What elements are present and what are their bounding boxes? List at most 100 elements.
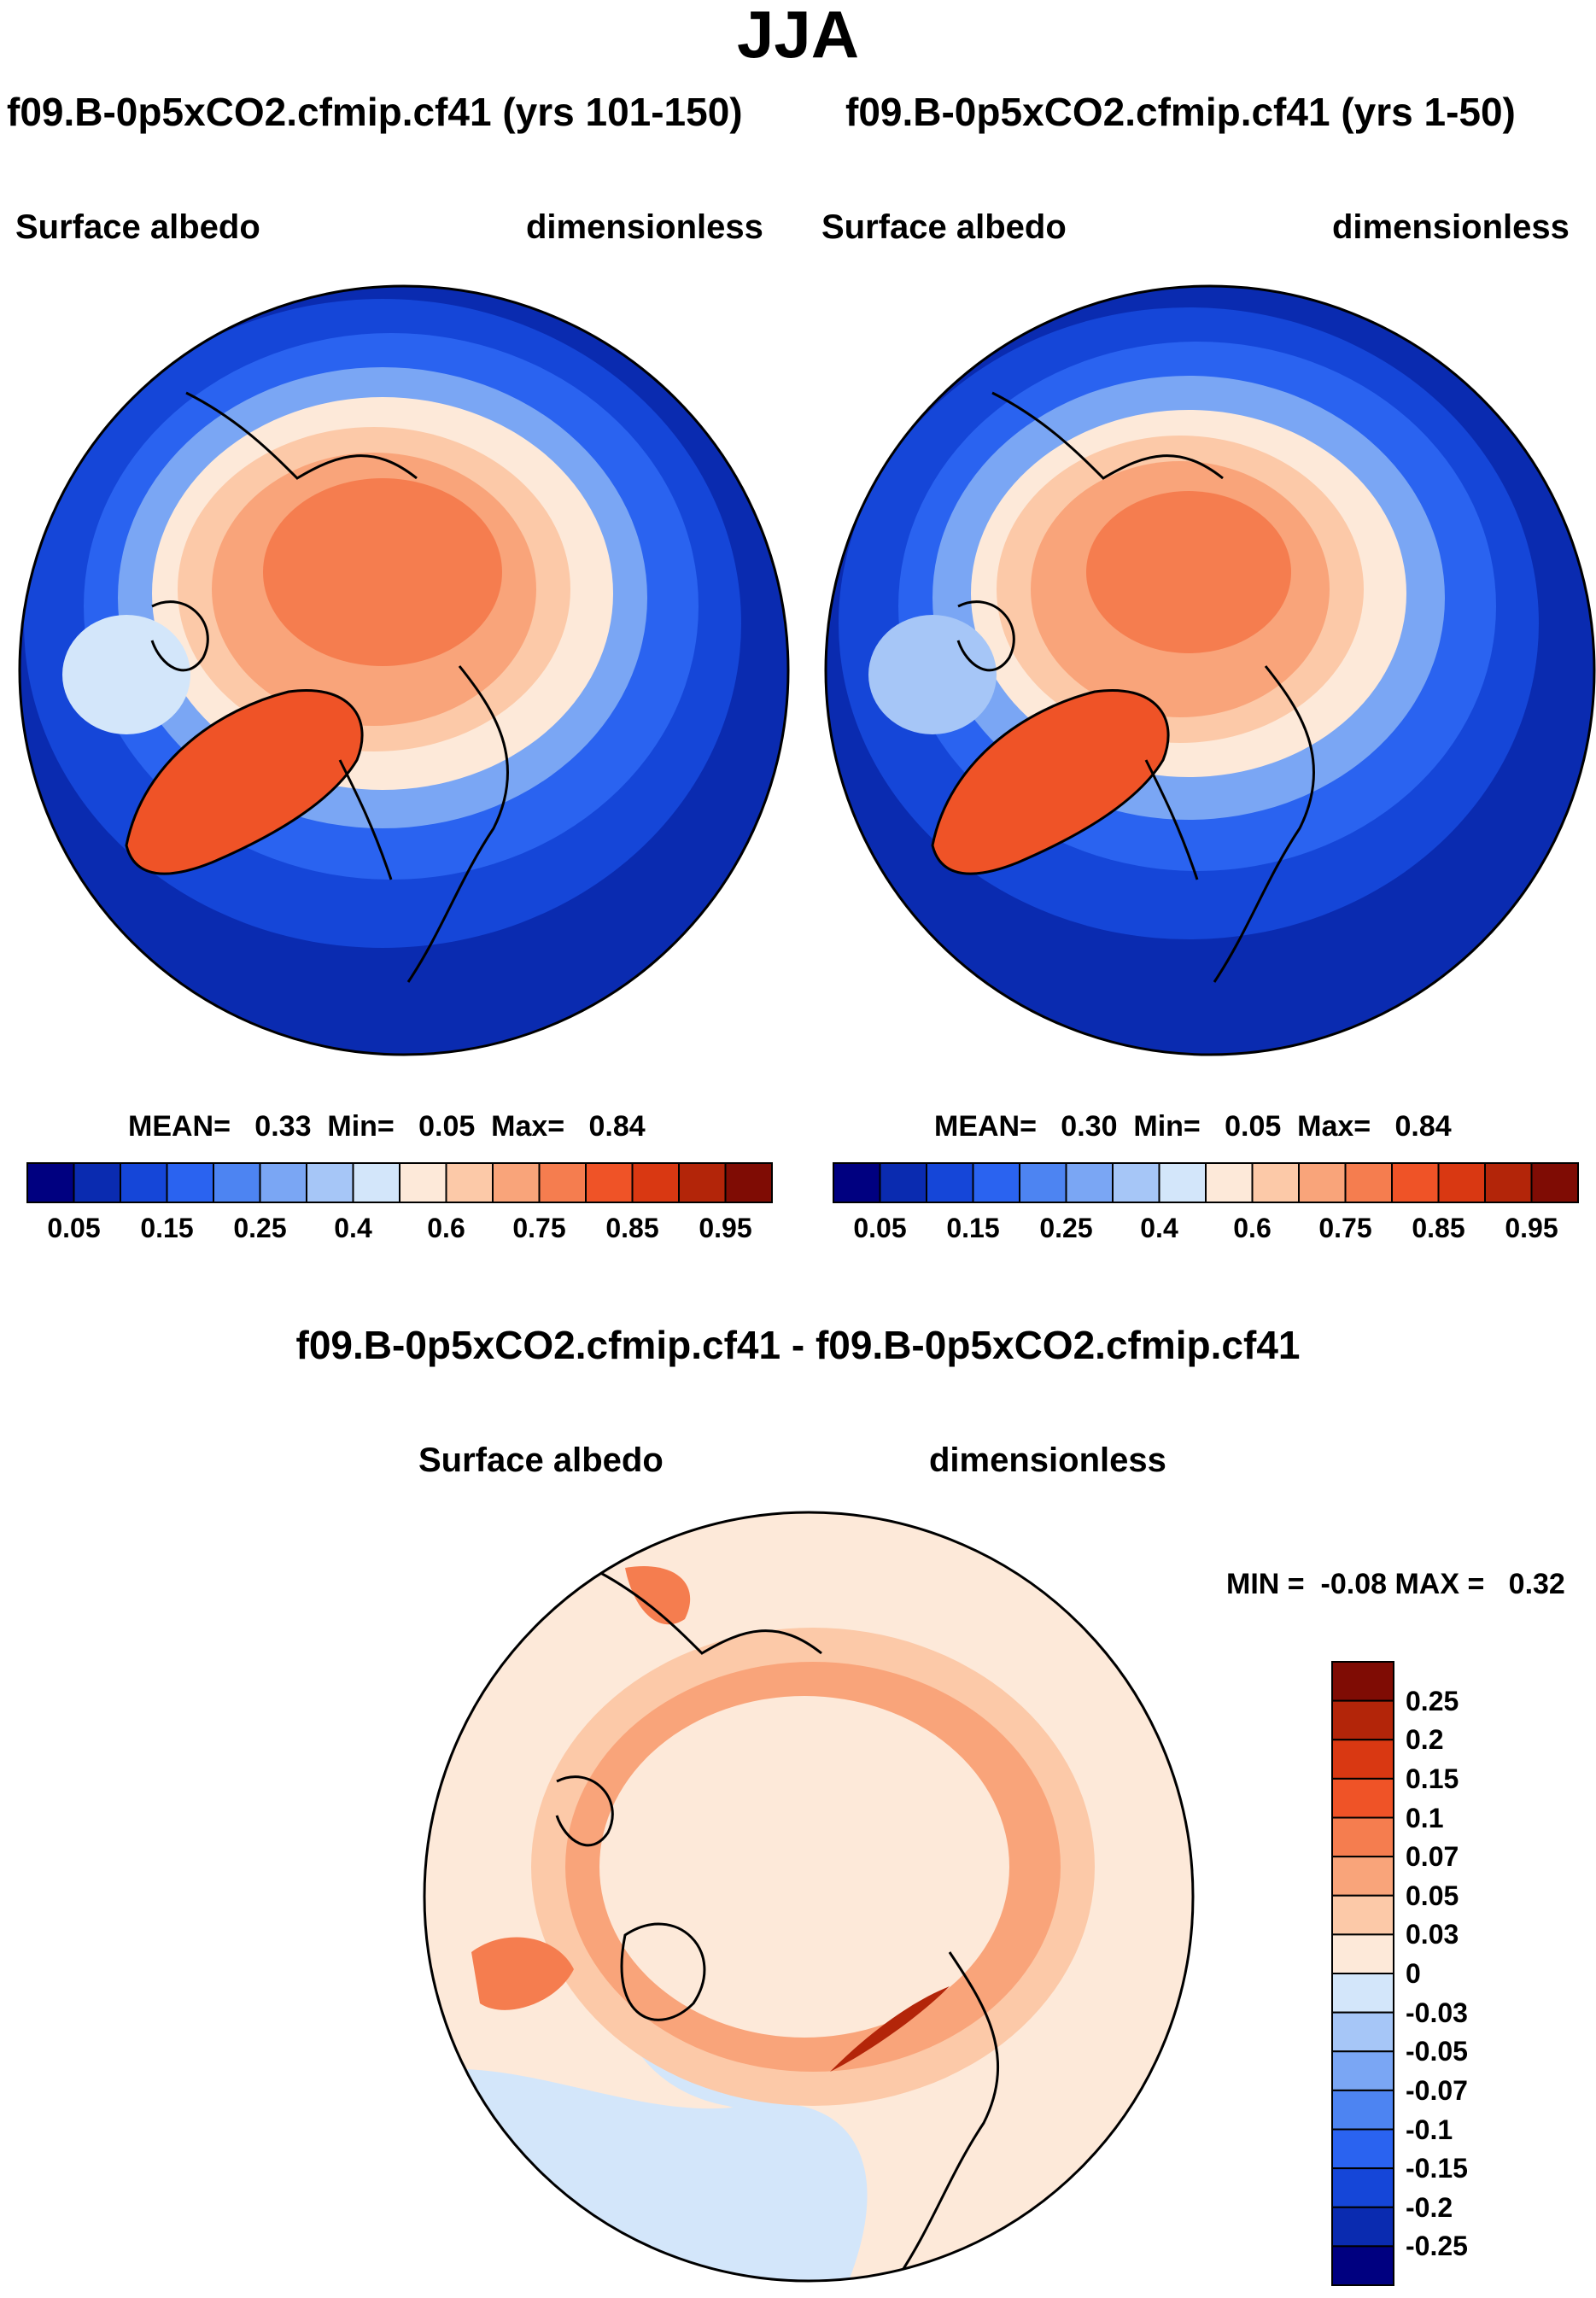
colorbar-swatch bbox=[1331, 2167, 1394, 2208]
right-map-border bbox=[824, 284, 1596, 1056]
diff-units-label: dimensionless bbox=[929, 1441, 1166, 1479]
colorbar-swatch bbox=[1205, 1162, 1254, 1203]
colorbar-swatch bbox=[631, 1162, 680, 1203]
colorbar-tick-label: 0.25 bbox=[1406, 1685, 1459, 1716]
colorbar-swatch bbox=[1331, 2128, 1394, 2170]
right-map-field bbox=[826, 286, 1594, 1055]
right-units-label: dimensionless bbox=[1332, 208, 1570, 246]
colorbar-swatch bbox=[1019, 1162, 1067, 1203]
right-polar-map bbox=[824, 284, 1596, 1056]
colorbar-swatch bbox=[1331, 1894, 1394, 1936]
colorbar-tick-label: 0.25 bbox=[233, 1213, 287, 1243]
colorbar-tick-label: 0.95 bbox=[1505, 1213, 1558, 1243]
right-stats: MEAN= 0.30 Min= 0.05 Max= 0.84 bbox=[934, 1110, 1452, 1143]
colorbar-swatch bbox=[1331, 2206, 1394, 2248]
colorbar-swatch bbox=[1484, 1162, 1533, 1203]
colorbar-tick-label: -0.15 bbox=[1406, 2153, 1468, 2184]
colorbar-tick-label: 0.03 bbox=[1406, 1919, 1459, 1950]
colorbar-swatch bbox=[926, 1162, 974, 1203]
colorbar-swatch bbox=[538, 1162, 587, 1203]
colorbar-tick-label: 0 bbox=[1406, 1958, 1421, 1989]
diff-colorbar bbox=[1331, 1661, 1394, 2286]
colorbar-tick-label: 0.85 bbox=[605, 1213, 659, 1243]
colorbar-swatch bbox=[73, 1162, 121, 1203]
colorbar-swatch bbox=[879, 1162, 927, 1203]
colorbar-swatch bbox=[306, 1162, 354, 1203]
colorbar-swatch bbox=[1331, 1699, 1394, 1741]
colorbar-tick-label: 0.75 bbox=[1318, 1213, 1372, 1243]
left-coastlines bbox=[125, 391, 510, 983]
colorbar-swatch bbox=[213, 1162, 261, 1203]
colorbar-swatch bbox=[166, 1162, 214, 1203]
colorbar-tick-label: 0.25 bbox=[1039, 1213, 1093, 1243]
diff-map-border bbox=[423, 1511, 1195, 2283]
colorbar-swatch bbox=[1331, 2011, 1394, 2053]
colorbar-swatch bbox=[724, 1162, 773, 1203]
colorbar-swatch bbox=[1391, 1162, 1440, 1203]
diff-polar-map bbox=[423, 1511, 1195, 2283]
diff-stats: MIN = -0.08 MAX = 0.32 bbox=[1226, 1568, 1565, 1600]
colorbar-tick-label: 0.4 bbox=[334, 1213, 372, 1243]
colorbar-tick-label: 0.6 bbox=[1233, 1213, 1272, 1243]
colorbar-swatch bbox=[1251, 1162, 1300, 1203]
colorbar-swatch bbox=[972, 1162, 1020, 1203]
diff-coastlines bbox=[555, 1566, 1000, 2278]
colorbar-swatch bbox=[1331, 1777, 1394, 1819]
colorbar-swatch bbox=[1298, 1162, 1347, 1203]
colorbar-swatch bbox=[585, 1162, 634, 1203]
colorbar-swatch bbox=[1331, 2089, 1394, 2131]
colorbar-swatch bbox=[1437, 1162, 1486, 1203]
left-colorbar bbox=[26, 1162, 773, 1203]
left-variable-label: Surface albedo bbox=[15, 208, 260, 246]
colorbar-tick-label: 0.05 bbox=[1406, 1880, 1459, 1911]
colorbar-swatch bbox=[1331, 1739, 1394, 1780]
colorbar-tick-label: 0.6 bbox=[427, 1213, 465, 1243]
left-stats: MEAN= 0.33 Min= 0.05 Max= 0.84 bbox=[128, 1110, 646, 1143]
colorbar-swatch bbox=[1331, 2245, 1394, 2286]
colorbar-tick-label: 0.95 bbox=[699, 1213, 752, 1243]
colorbar-tick-label: 0.05 bbox=[853, 1213, 907, 1243]
diff-title: f09.B-0p5xCO2.cfmip.cf41 - f09.B-0p5xCO2… bbox=[295, 1323, 1301, 1367]
left-units-label: dimensionless bbox=[526, 208, 763, 246]
colorbar-tick-label: 0.15 bbox=[1406, 1763, 1459, 1794]
colorbar-swatch bbox=[492, 1162, 541, 1203]
colorbar-swatch bbox=[1158, 1162, 1207, 1203]
diff-variable-label: Surface albedo bbox=[418, 1441, 664, 1479]
colorbar-swatch bbox=[1331, 1816, 1394, 1858]
colorbar-swatch bbox=[120, 1162, 168, 1203]
colorbar-tick-label: 0.1 bbox=[1406, 1802, 1444, 1833]
right-colorbar bbox=[833, 1162, 1579, 1203]
colorbar-tick-label: 0.75 bbox=[512, 1213, 566, 1243]
colorbar-swatch bbox=[259, 1162, 307, 1203]
colorbar-swatch bbox=[1331, 1973, 1394, 2014]
colorbar-tick-label: 0.15 bbox=[140, 1213, 194, 1243]
colorbar-tick-label: -0.25 bbox=[1406, 2231, 1468, 2262]
right-case-title: f09.B-0p5xCO2.cfmip.cf41 (yrs 1-50) bbox=[845, 90, 1516, 134]
colorbar-tick-label: 0.05 bbox=[47, 1213, 101, 1243]
left-polar-map bbox=[18, 284, 790, 1056]
colorbar-swatch bbox=[1331, 1856, 1394, 1897]
colorbar-swatch bbox=[352, 1162, 400, 1203]
colorbar-swatch bbox=[1065, 1162, 1114, 1203]
colorbar-swatch bbox=[1331, 1933, 1394, 1974]
colorbar-swatch bbox=[678, 1162, 727, 1203]
colorbar-swatch bbox=[833, 1162, 881, 1203]
left-map-field bbox=[20, 286, 788, 1055]
colorbar-tick-label: -0.2 bbox=[1406, 2191, 1453, 2223]
diff-map-field bbox=[424, 1512, 1193, 2281]
colorbar-tick-label: 0.2 bbox=[1406, 1724, 1444, 1756]
page-title: JJA bbox=[736, 0, 860, 72]
colorbar-tick-label: -0.03 bbox=[1406, 1997, 1468, 2028]
colorbar-swatch bbox=[1331, 2050, 1394, 2091]
colorbar-tick-label: -0.1 bbox=[1406, 2114, 1453, 2145]
colorbar-swatch bbox=[26, 1162, 75, 1203]
colorbar-tick-label: -0.07 bbox=[1406, 2074, 1468, 2106]
colorbar-swatch bbox=[445, 1162, 494, 1203]
right-variable-label: Surface albedo bbox=[821, 208, 1067, 246]
colorbar-swatch bbox=[399, 1162, 447, 1203]
colorbar-swatch bbox=[1344, 1162, 1393, 1203]
colorbar-swatch bbox=[1530, 1162, 1579, 1203]
colorbar-tick-label: 0.85 bbox=[1412, 1213, 1465, 1243]
right-coastlines bbox=[931, 391, 1316, 983]
colorbar-tick-label: 0.4 bbox=[1140, 1213, 1178, 1243]
